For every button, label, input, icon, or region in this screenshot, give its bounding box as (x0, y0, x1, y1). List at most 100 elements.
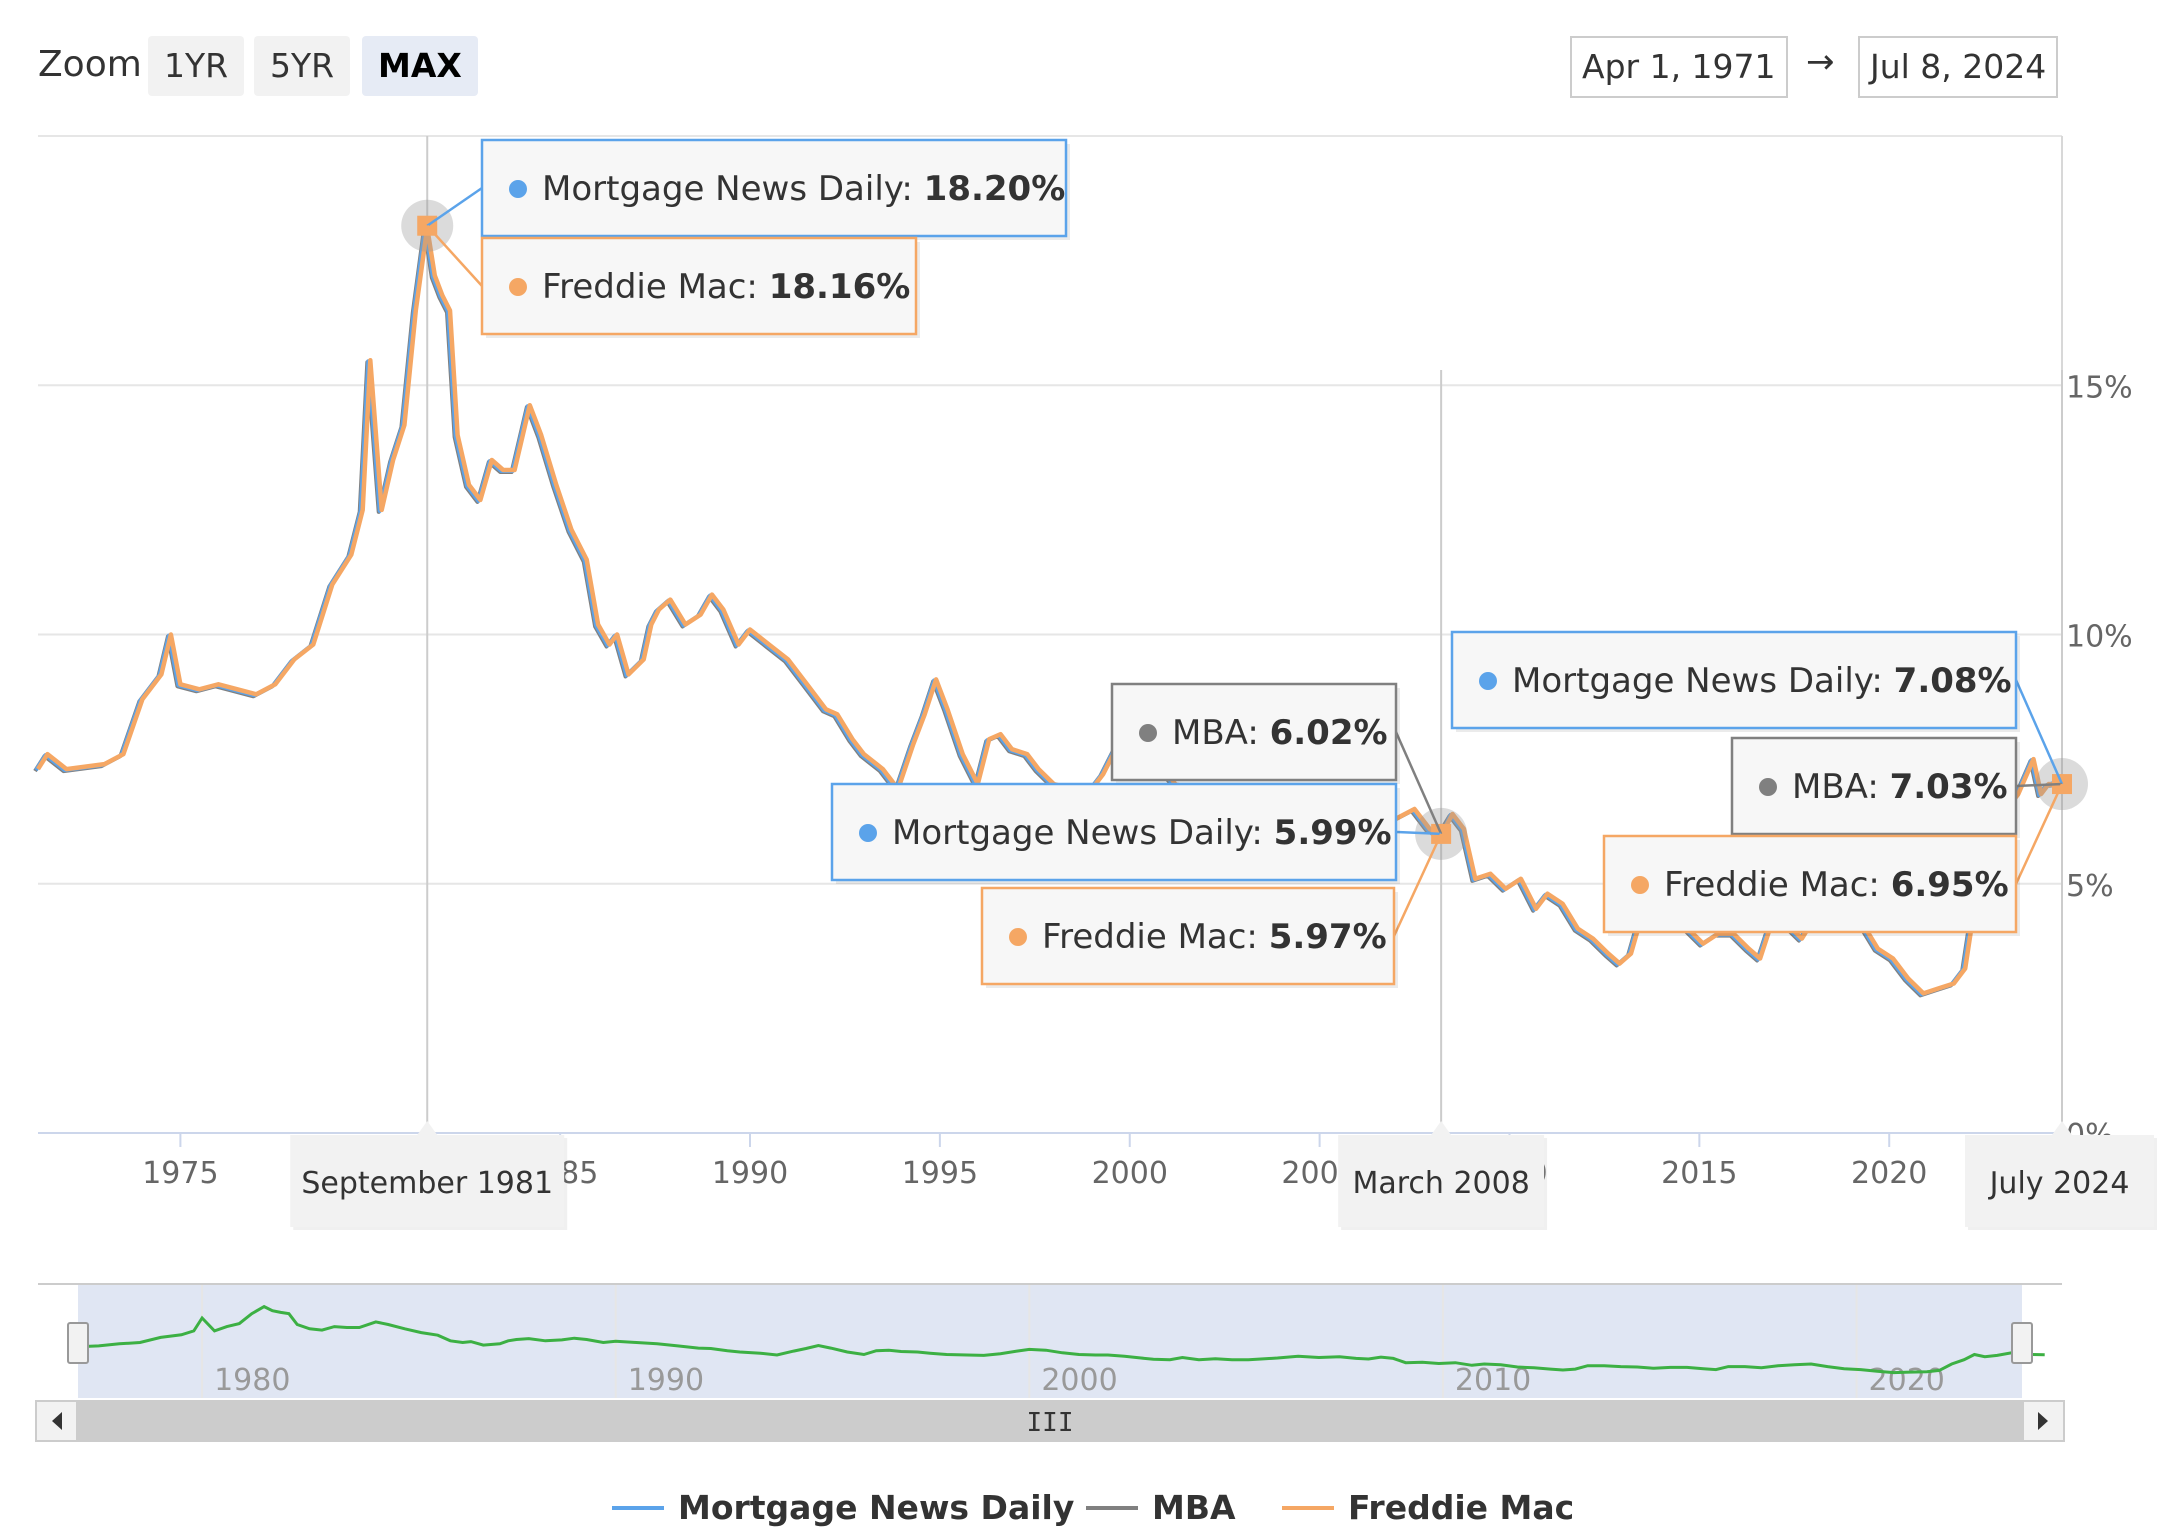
scrollbar-thumb (76, 1402, 2024, 1440)
tooltip-value: 7.08% (1894, 661, 2012, 701)
navigator-tick-label: 1990 (628, 1363, 704, 1398)
navigator-series-line (77, 1304, 2045, 1375)
legend-label: Freddie Mac (1348, 1488, 1574, 1527)
tooltip-text: Freddie Mac: 5.97% (1042, 917, 1387, 957)
tooltip-text: MBA: 7.03% (1792, 767, 2008, 807)
tooltip-connector (2015, 782, 2063, 788)
tooltip-connector (1394, 731, 1443, 835)
navigator-tick-label: 2000 (1041, 1363, 1117, 1398)
scroll-right-arrow-icon (2038, 1412, 2048, 1430)
tooltip-box (480, 236, 918, 336)
tooltip-box (1730, 736, 2018, 836)
tooltip-connector (426, 224, 483, 287)
zoom-1yr-button[interactable]: 1YR (148, 36, 245, 96)
range-to-input[interactable]: Jul 8, 2024 (1858, 36, 2059, 98)
tooltip-label: MBA: (1172, 713, 1270, 753)
y-tick-label: 15% (2066, 370, 2133, 405)
tooltip-mba: MBA: 7.03% (1730, 736, 2063, 838)
zoom-label: Zoom (38, 44, 142, 85)
x-tick-label: 1990 (712, 1156, 788, 1191)
tooltip-bullet (509, 180, 527, 198)
tooltip-text: Mortgage News Daily: 5.99% (892, 813, 1392, 853)
navigator-handle (2011, 1322, 2033, 1364)
date-label-text: September 1981 (301, 1166, 553, 1201)
tooltip-text: Freddie Mac: 6.95% (1664, 865, 2009, 905)
tooltip-value: 18.16% (769, 267, 911, 307)
date-label-text: July 2024 (1988, 1166, 2130, 1201)
y-tick-label: 10% (2066, 620, 2133, 655)
navigator-mask (78, 1285, 2022, 1398)
tooltip-value: 5.97% (1269, 917, 1387, 957)
tooltip-bullet (1139, 724, 1157, 742)
date-label-pointer (417, 1121, 438, 1135)
zoom-5yr-button[interactable]: 5YR (254, 36, 351, 96)
tooltip-box (480, 138, 1068, 238)
scrollbar-grip: III (1027, 1408, 1074, 1438)
tooltip-bullet (859, 824, 877, 842)
range-from-input[interactable]: Apr 1, 1971 (1570, 36, 1788, 98)
tooltip-mba: MBA: 6.02% (1110, 682, 1443, 835)
tooltip-freddie-mac: Freddie Mac: 18.16% (426, 224, 920, 338)
x-tick-label: 1975 (142, 1156, 218, 1191)
tooltip-label: Mortgage News Daily: (892, 813, 1274, 853)
date-label-box (1338, 1135, 1545, 1227)
tooltip-bullet (1759, 778, 1777, 796)
date-label-pointer (2052, 1121, 2072, 1135)
tooltip-text: Mortgage News Daily: 18.20% (542, 169, 1065, 209)
tooltip-connector (1395, 830, 1442, 836)
tooltip-freddie-mac: Freddie Mac: 5.97% (980, 833, 1443, 988)
scroll-left-arrow-icon (52, 1412, 62, 1430)
tooltip-value: 6.95% (1891, 865, 2009, 905)
x-tick-label: 2020 (1851, 1156, 1927, 1191)
y-tick-label: 5% (2066, 869, 2114, 904)
tooltip-mortgage-news-daily: Mortgage News Daily: 7.08% (1450, 630, 2064, 785)
legend-label: MBA (1152, 1488, 1236, 1527)
crosshair-date-label: September 1981 (290, 1121, 568, 1230)
tooltip-label: Mortgage News Daily: (1512, 661, 1894, 701)
tooltip-label: Freddie Mac: (1042, 917, 1269, 957)
tooltip-label: MBA: (1792, 767, 1890, 807)
tooltip-label: Freddie Mac: (542, 267, 769, 307)
navigator-tick-label: 2010 (1455, 1363, 1531, 1398)
tooltip-value: 5.99% (1274, 813, 1392, 853)
range-arrow: → (1806, 42, 1835, 82)
legend-item-mba[interactable]: MBA (1086, 1488, 1236, 1527)
navigator-tick-label: 1980 (214, 1363, 290, 1398)
legend-item-mortgage-news-daily[interactable]: Mortgage News Daily (612, 1488, 1074, 1527)
tooltip-connector (426, 186, 483, 227)
tooltip-text: Mortgage News Daily: 7.08% (1512, 661, 2012, 701)
tooltip-bullet (1479, 672, 1497, 690)
tooltip-value: 6.02% (1270, 713, 1388, 753)
navigator-handle (67, 1322, 89, 1364)
date-label-box (1965, 1135, 2154, 1227)
tooltip-connector (2014, 679, 2064, 785)
date-label-box (290, 1135, 565, 1227)
tooltip-box (1110, 682, 1398, 782)
tooltip-bullet (1631, 876, 1649, 894)
tooltip-connector (1392, 833, 1443, 937)
tooltip-freddie-mac: Freddie Mac: 6.95% (1602, 783, 2064, 936)
tooltip-bullet (1009, 928, 1027, 946)
x-tick-label: 1995 (902, 1156, 978, 1191)
tooltip-text: Freddie Mac: 18.16% (542, 267, 910, 307)
x-tick-label: 2000 (1092, 1156, 1168, 1191)
legend-label: Mortgage News Daily (678, 1488, 1074, 1527)
crosshair-date-label: July 2024 (1965, 1121, 2157, 1230)
tooltip-mortgage-news-daily: Mortgage News Daily: 18.20% (426, 138, 1070, 240)
date-label-text: March 2008 (1352, 1166, 1529, 1201)
tooltip-box (830, 782, 1398, 882)
tooltip-label: Freddie Mac: (1664, 865, 1891, 905)
tooltip-label: Mortgage News Daily: (542, 169, 924, 209)
legend-item-freddie-mac[interactable]: Freddie Mac (1282, 1488, 1574, 1527)
tooltip-box (1450, 630, 2018, 730)
tooltip-bullet (509, 278, 527, 296)
crosshair-date-label: March 2008 (1338, 1121, 1548, 1230)
tooltip-box (980, 886, 1396, 986)
date-label-pointer (1431, 1121, 1452, 1135)
x-tick-label: 2015 (1661, 1156, 1737, 1191)
zoom-max-button[interactable]: MAX (362, 36, 478, 96)
tooltip-box (1602, 834, 2018, 934)
tooltip-mortgage-news-daily: Mortgage News Daily: 5.99% (830, 782, 1442, 884)
navigator-tick-label: 2020 (1869, 1363, 1945, 1398)
